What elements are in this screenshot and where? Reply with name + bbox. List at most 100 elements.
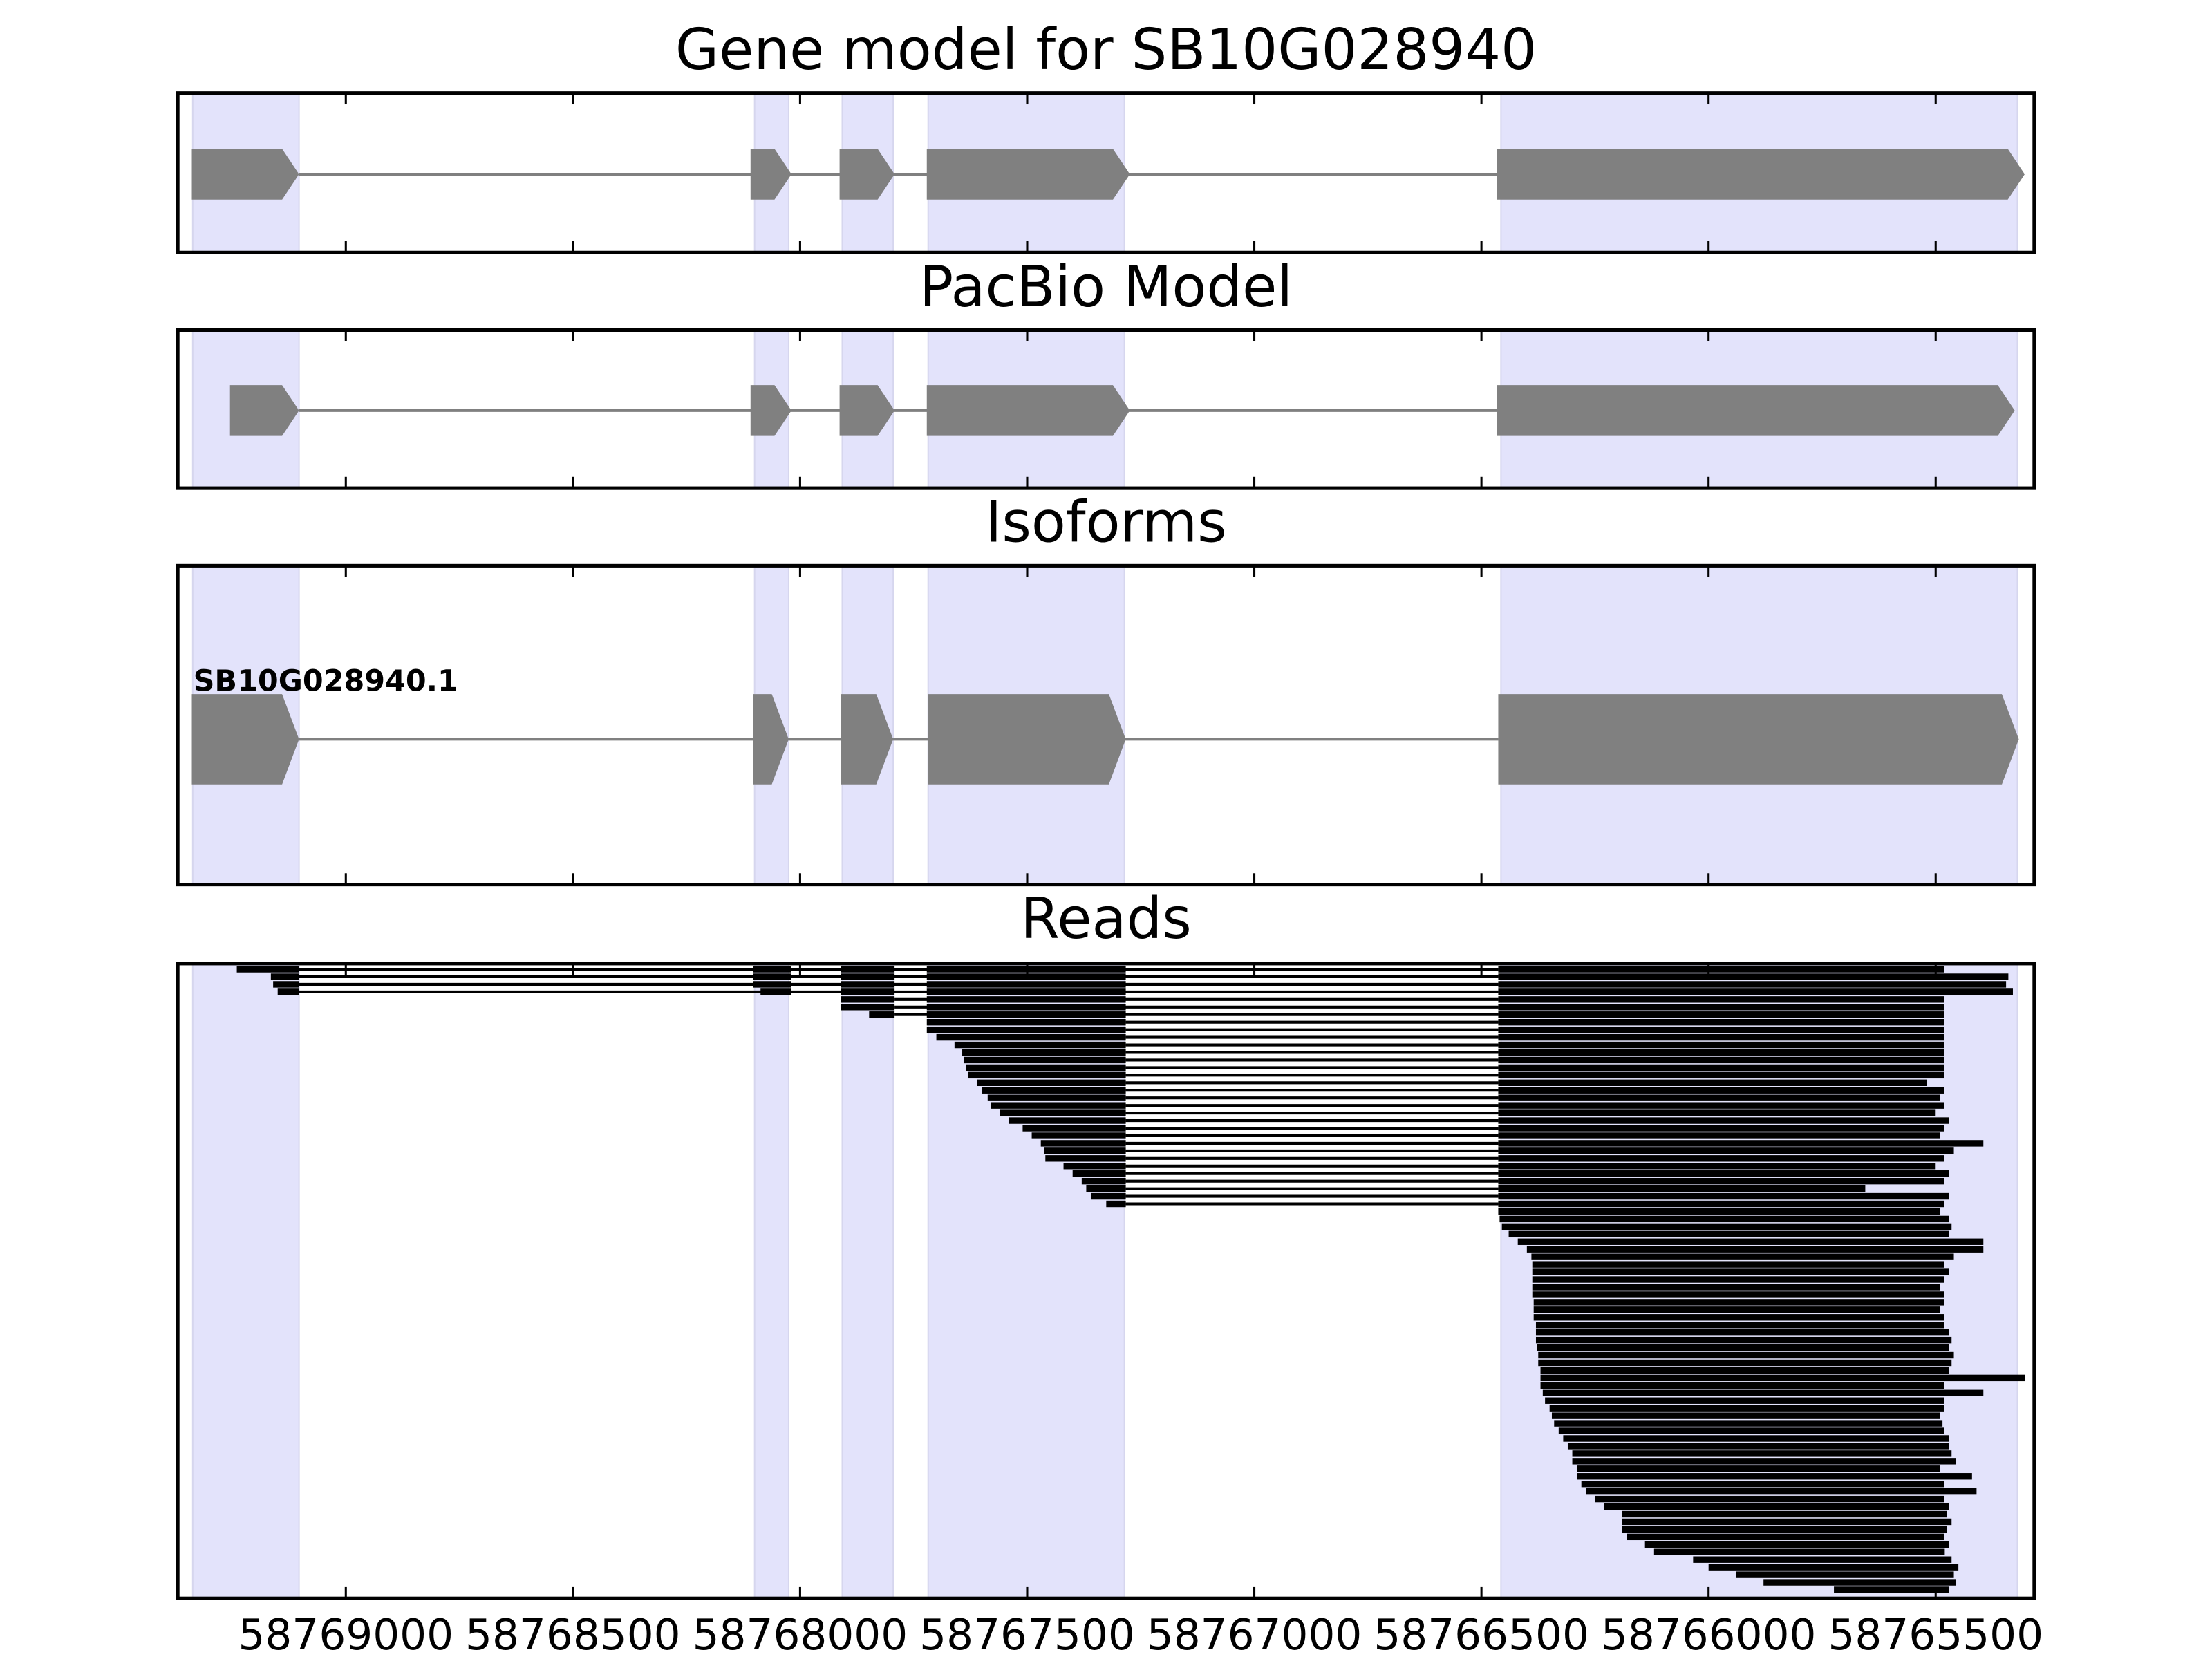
read-block <box>962 1049 1126 1056</box>
exon <box>928 694 1126 785</box>
read-block <box>1540 1374 2025 1382</box>
read-block <box>1526 1246 1984 1253</box>
read-block <box>926 988 1126 995</box>
read-block <box>1498 1125 1944 1132</box>
read-block <box>1498 1132 1940 1139</box>
read-block <box>1081 1177 1126 1185</box>
read-block <box>1498 1109 1936 1116</box>
exon <box>841 694 894 785</box>
read-block <box>1533 1306 1940 1313</box>
exon <box>926 385 1130 436</box>
read-block <box>1551 1412 1940 1419</box>
x-tick-label: 58768000 <box>693 1611 908 1659</box>
read-block <box>968 1071 1126 1079</box>
read-block <box>1542 1389 1984 1396</box>
read-block <box>1498 1140 1984 1147</box>
read-block <box>936 1033 1126 1041</box>
read-block <box>991 1102 1126 1109</box>
read-block <box>1604 1503 1949 1510</box>
read-block <box>1498 1011 1944 1018</box>
read-block <box>1498 1200 1944 1208</box>
exon <box>753 694 789 785</box>
read-block <box>277 988 299 995</box>
read-block <box>841 988 895 995</box>
panel-title: Gene model for SB10G028940 <box>675 17 1537 83</box>
x-tick-label: 58767500 <box>919 1611 1135 1659</box>
read-block <box>1031 1132 1126 1139</box>
exon <box>750 385 791 436</box>
read-block <box>1498 1117 1949 1124</box>
read-block <box>1538 1359 1952 1367</box>
exon <box>926 149 1130 200</box>
read-block <box>1498 1056 1944 1064</box>
exon <box>839 385 895 436</box>
read-block <box>1595 1495 1944 1503</box>
read-block <box>1533 1314 1944 1321</box>
read-block <box>1532 1291 1944 1298</box>
x-tick-label: 58768500 <box>465 1611 681 1659</box>
read-block <box>977 1079 1126 1086</box>
read-block <box>841 966 895 973</box>
read-block <box>1532 1268 1949 1275</box>
read-block <box>1045 1155 1126 1162</box>
read-block <box>1540 1382 1944 1389</box>
read-block <box>1508 1230 1949 1238</box>
panel-frame <box>176 91 2036 254</box>
read-block <box>1498 1049 1944 1056</box>
read-block <box>1498 1071 1944 1079</box>
read-block <box>963 1056 1126 1064</box>
read-block <box>753 973 791 980</box>
read-block <box>1531 1253 1954 1260</box>
read-block <box>1498 988 2013 995</box>
read-block <box>1581 1480 1944 1488</box>
read-block <box>1499 1215 1949 1223</box>
read-block <box>1106 1200 1126 1208</box>
read-block <box>1498 1163 1936 1170</box>
read-block <box>841 1004 895 1011</box>
shaded-region <box>191 962 300 1600</box>
read-block <box>753 966 791 973</box>
panel-title: PacBio Model <box>919 254 1293 320</box>
exon <box>1498 694 2019 785</box>
panel-frame <box>176 563 2036 887</box>
shaded-region <box>753 962 790 1600</box>
read-block <box>1554 1420 1943 1427</box>
read-block <box>1763 1579 1956 1586</box>
read-block <box>1537 1344 1949 1351</box>
exon <box>839 149 895 200</box>
read-block <box>1498 1041 1944 1049</box>
x-tick-label: 58766500 <box>1374 1611 1589 1659</box>
read-block <box>273 981 299 988</box>
read-block <box>1736 1571 1954 1578</box>
read-block <box>760 988 791 995</box>
read-block <box>1535 1322 1944 1329</box>
read-block <box>1086 1185 1126 1192</box>
read-block <box>1622 1526 1947 1533</box>
read-block <box>1533 1299 1944 1306</box>
read-block <box>1498 973 2009 980</box>
exon <box>191 694 299 785</box>
exon <box>229 385 299 436</box>
read-block <box>1040 1140 1126 1147</box>
read-block <box>841 973 895 980</box>
read-block <box>1538 1351 1954 1359</box>
read-block <box>1498 1079 1927 1086</box>
panel-frame <box>176 962 2036 1600</box>
read-block <box>1498 1147 1954 1154</box>
read-block <box>1501 1223 1952 1230</box>
read-block <box>1498 996 1944 1003</box>
read-block <box>926 981 1126 988</box>
read-block <box>982 1087 1126 1094</box>
read-block <box>1572 1450 1952 1457</box>
read-block <box>1498 1026 1944 1033</box>
read-block <box>1498 1004 1944 1011</box>
shaded-region <box>841 962 894 1600</box>
read-block <box>1535 1329 1949 1336</box>
read-block <box>1498 1064 1944 1071</box>
read-block <box>1498 1155 1944 1162</box>
read-block <box>926 1004 1126 1011</box>
read-block <box>841 996 895 1003</box>
read-block <box>966 1064 1126 1071</box>
read-block <box>1498 1087 1944 1094</box>
read-block <box>1532 1261 1944 1268</box>
